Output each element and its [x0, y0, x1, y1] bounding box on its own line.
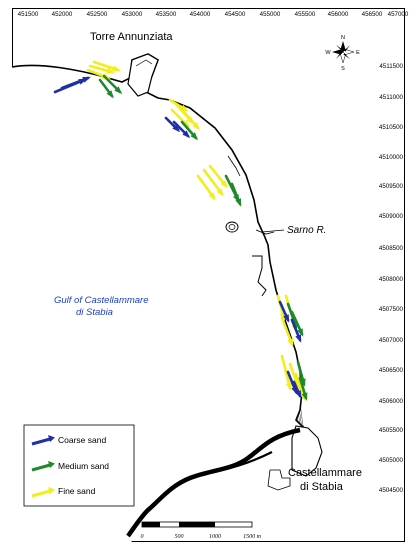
x-tick: 456000	[328, 11, 349, 18]
arrow-head	[235, 198, 242, 207]
compass-n: N	[341, 35, 345, 41]
y-tick: 4511500	[379, 63, 403, 70]
arrow-head	[208, 192, 216, 201]
compass-s: S	[341, 66, 345, 72]
coastline	[11, 53, 323, 544]
x-tick: 455500	[295, 11, 316, 18]
y-tick: 4508500	[379, 245, 404, 252]
label-torre-annunziata: Torre Annunziata	[90, 31, 173, 43]
y-tick: 4507500	[379, 306, 404, 313]
arrow-head	[283, 314, 290, 323]
scale-label: 1000	[209, 534, 221, 540]
compass-rose-icon: N S E W	[325, 35, 360, 72]
sediment-arrows	[53, 60, 308, 401]
arrow-head	[216, 188, 224, 197]
legend-item-coarse: Coarse sand	[31, 435, 106, 446]
arrow-head	[106, 67, 115, 74]
scale-label: 1500 m	[243, 534, 262, 540]
sediment-arrow	[280, 354, 292, 390]
x-tick: 451500	[18, 11, 39, 18]
castellammare-harbour	[291, 425, 323, 477]
arrow-head	[192, 122, 200, 131]
compass-e: E	[356, 50, 360, 56]
y-tick: 4510000	[379, 154, 404, 161]
x-tick: 455000	[260, 11, 281, 18]
label-gulf-2: di Stabia	[76, 307, 113, 318]
y-tick: 4507000	[379, 337, 404, 344]
legend-item-medium: Medium sand	[31, 461, 109, 472]
arrow-head	[295, 390, 302, 399]
arrow-head	[295, 334, 302, 343]
torre-harbour	[127, 53, 159, 97]
y-tick: 4509000	[379, 213, 404, 220]
y-tick: 4506500	[379, 367, 404, 374]
x-tick: 452500	[87, 11, 108, 18]
arrow-head	[182, 120, 191, 129]
x-tick: 454000	[190, 11, 211, 18]
x-tick: 452000	[52, 11, 73, 18]
legend-label: Fine sand	[58, 486, 96, 496]
legend-label: Medium sand	[58, 461, 109, 471]
scale-label: 500	[175, 534, 184, 540]
y-tick: 4508000	[379, 276, 404, 283]
y-tick-labels: 4511500 4511000 4510500 4510000 4509500 …	[379, 63, 404, 494]
y-tick: 4511000	[379, 94, 403, 101]
arrow-head	[301, 392, 308, 401]
x-tick: 457000	[388, 11, 409, 18]
arrow-head	[285, 382, 292, 391]
arrow-head	[182, 130, 191, 139]
arrow-icon	[31, 437, 51, 446]
arrow-head	[82, 76, 91, 83]
legend: Coarse sand Medium sand Fine sand	[23, 424, 135, 507]
y-tick: 4509500	[379, 183, 404, 190]
arrow-head	[287, 338, 294, 347]
legend-label: Coarse sand	[58, 435, 106, 445]
y-tick: 4504500	[379, 487, 404, 494]
legend-item-fine: Fine sand	[31, 486, 96, 498]
x-tick: 453500	[156, 11, 177, 18]
shoal	[225, 221, 239, 233]
x-tick: 454500	[225, 11, 246, 18]
scale-label: 0	[141, 534, 144, 540]
y-tick: 4510500	[379, 124, 404, 131]
arrow-head	[106, 90, 114, 99]
label-castellammare: Castellammare	[288, 467, 362, 479]
arrow-icon	[31, 489, 51, 498]
arrow-head	[279, 312, 286, 321]
label-gulf: Gulf of Castellammare	[54, 295, 149, 306]
arrow-icon	[31, 463, 51, 472]
arrow-head	[172, 124, 181, 133]
scale-bar: 0 500 1000 1500 m	[141, 521, 262, 540]
y-tick: 4506000	[379, 398, 404, 405]
x-tick-labels: 451500 452000 452500 453000 453500 45400…	[18, 11, 409, 18]
place-labels: Torre Annunziata Sarno R. Gulf of Castel…	[54, 31, 362, 493]
x-tick: 453000	[122, 11, 143, 18]
arrow-head	[297, 328, 304, 337]
arrow-head	[220, 180, 228, 189]
y-tick: 4505500	[379, 427, 404, 434]
y-tick: 4505000	[379, 457, 404, 464]
compass-w: W	[325, 50, 331, 56]
arrow-head	[114, 86, 123, 95]
x-tick: 456500	[362, 11, 383, 18]
label-sarno-river: Sarno R.	[287, 225, 326, 236]
arrow-head	[190, 132, 198, 141]
arrow-head	[112, 65, 121, 72]
label-castellammare-2: di Stabia	[300, 481, 344, 493]
